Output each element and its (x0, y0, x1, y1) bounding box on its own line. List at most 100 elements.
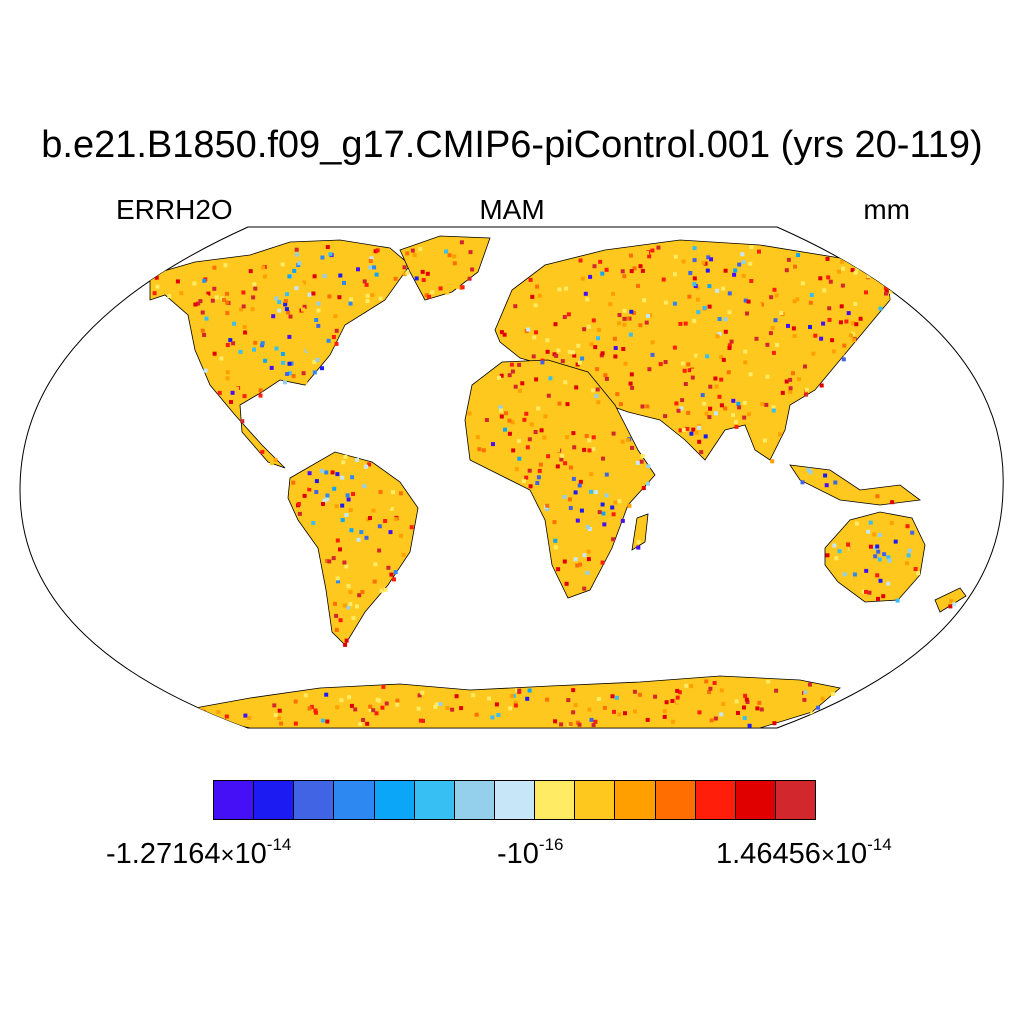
data-cell (563, 461, 568, 466)
data-cell (284, 307, 289, 312)
colorbar-box-6 (414, 781, 455, 819)
data-cell (765, 374, 770, 379)
data-cell (395, 698, 400, 703)
data-cell (597, 510, 602, 515)
data-cell (591, 723, 596, 727)
data-cell (285, 372, 290, 376)
data-cell (243, 330, 248, 335)
data-cell (239, 307, 244, 312)
data-cell (280, 352, 285, 356)
data-cell (786, 257, 791, 262)
data-cell (277, 308, 282, 313)
data-cell (663, 340, 668, 345)
data-cell (345, 493, 350, 498)
data-cell (697, 710, 702, 715)
data-cell (271, 314, 276, 319)
data-cell (721, 701, 726, 706)
data-cell (377, 698, 382, 703)
data-cell (886, 555, 891, 560)
data-cell (809, 293, 814, 297)
data-cell (230, 390, 235, 395)
data-cell (716, 417, 721, 421)
data-cell (707, 690, 712, 695)
data-cell (409, 525, 414, 530)
data-cell (435, 715, 440, 720)
data-cell (454, 694, 459, 699)
data-cell (841, 538, 846, 543)
data-cell (372, 265, 377, 270)
data-cell (311, 291, 316, 296)
data-cell (564, 286, 568, 291)
data-cell (645, 404, 650, 409)
data-cell (553, 322, 558, 327)
data-cell (331, 335, 336, 339)
data-cell (359, 541, 364, 546)
data-cell (600, 271, 605, 276)
data-cell (513, 700, 518, 705)
data-cell (283, 299, 288, 303)
data-cell (687, 294, 692, 299)
data-cell (295, 252, 299, 257)
data-cell (282, 710, 287, 714)
data-cell (602, 480, 607, 485)
data-cell (287, 371, 292, 376)
data-cell (713, 428, 718, 433)
data-cell (539, 428, 544, 433)
data-cell (398, 491, 403, 496)
data-cell (632, 318, 637, 322)
data-cell (196, 301, 201, 306)
data-cell (445, 706, 450, 710)
data-cell (356, 598, 361, 603)
data-cell (261, 265, 266, 270)
data-cell (430, 290, 435, 295)
data-cell (833, 480, 838, 485)
data-cell (819, 383, 824, 388)
data-cell (342, 560, 347, 565)
data-cell (388, 530, 393, 535)
data-cell (228, 338, 233, 343)
data-cell (769, 295, 774, 300)
data-cell (611, 431, 616, 436)
data-cell (571, 476, 576, 481)
data-cell (242, 394, 247, 399)
data-cell (494, 702, 499, 707)
data-cell (650, 352, 655, 357)
data-cell (514, 467, 519, 472)
data-cell (477, 447, 482, 452)
data-cell (200, 328, 205, 333)
data-cell (759, 707, 764, 712)
data-cell (535, 481, 540, 485)
data-cell (733, 419, 738, 424)
data-cell (316, 308, 321, 313)
data-cell (202, 278, 207, 283)
data-cell (507, 418, 512, 423)
data-cell (322, 274, 327, 279)
data-cell (216, 321, 221, 326)
data-cell (521, 479, 526, 484)
data-cell (225, 355, 230, 360)
data-cell (242, 325, 247, 329)
data-cell (774, 293, 779, 298)
data-cell (447, 253, 452, 258)
data-cell (340, 518, 345, 523)
data-cell (377, 524, 382, 529)
data-cell (200, 310, 205, 315)
data-cell (885, 296, 890, 301)
data-cell (910, 530, 915, 535)
data-cell (606, 420, 611, 425)
data-cell (490, 715, 495, 720)
data-cell (297, 261, 302, 266)
data-cell (587, 448, 592, 453)
data-cell (553, 719, 558, 724)
data-cell (562, 315, 567, 319)
data-cell (223, 263, 228, 268)
data-cell (808, 325, 812, 329)
data-cell (509, 694, 514, 699)
data-cell (610, 373, 615, 377)
data-cell (269, 461, 274, 466)
data-cell (564, 581, 569, 586)
data-cell (788, 386, 793, 391)
data-cell (729, 339, 734, 344)
data-cell (690, 375, 695, 380)
data-cell (316, 301, 321, 306)
